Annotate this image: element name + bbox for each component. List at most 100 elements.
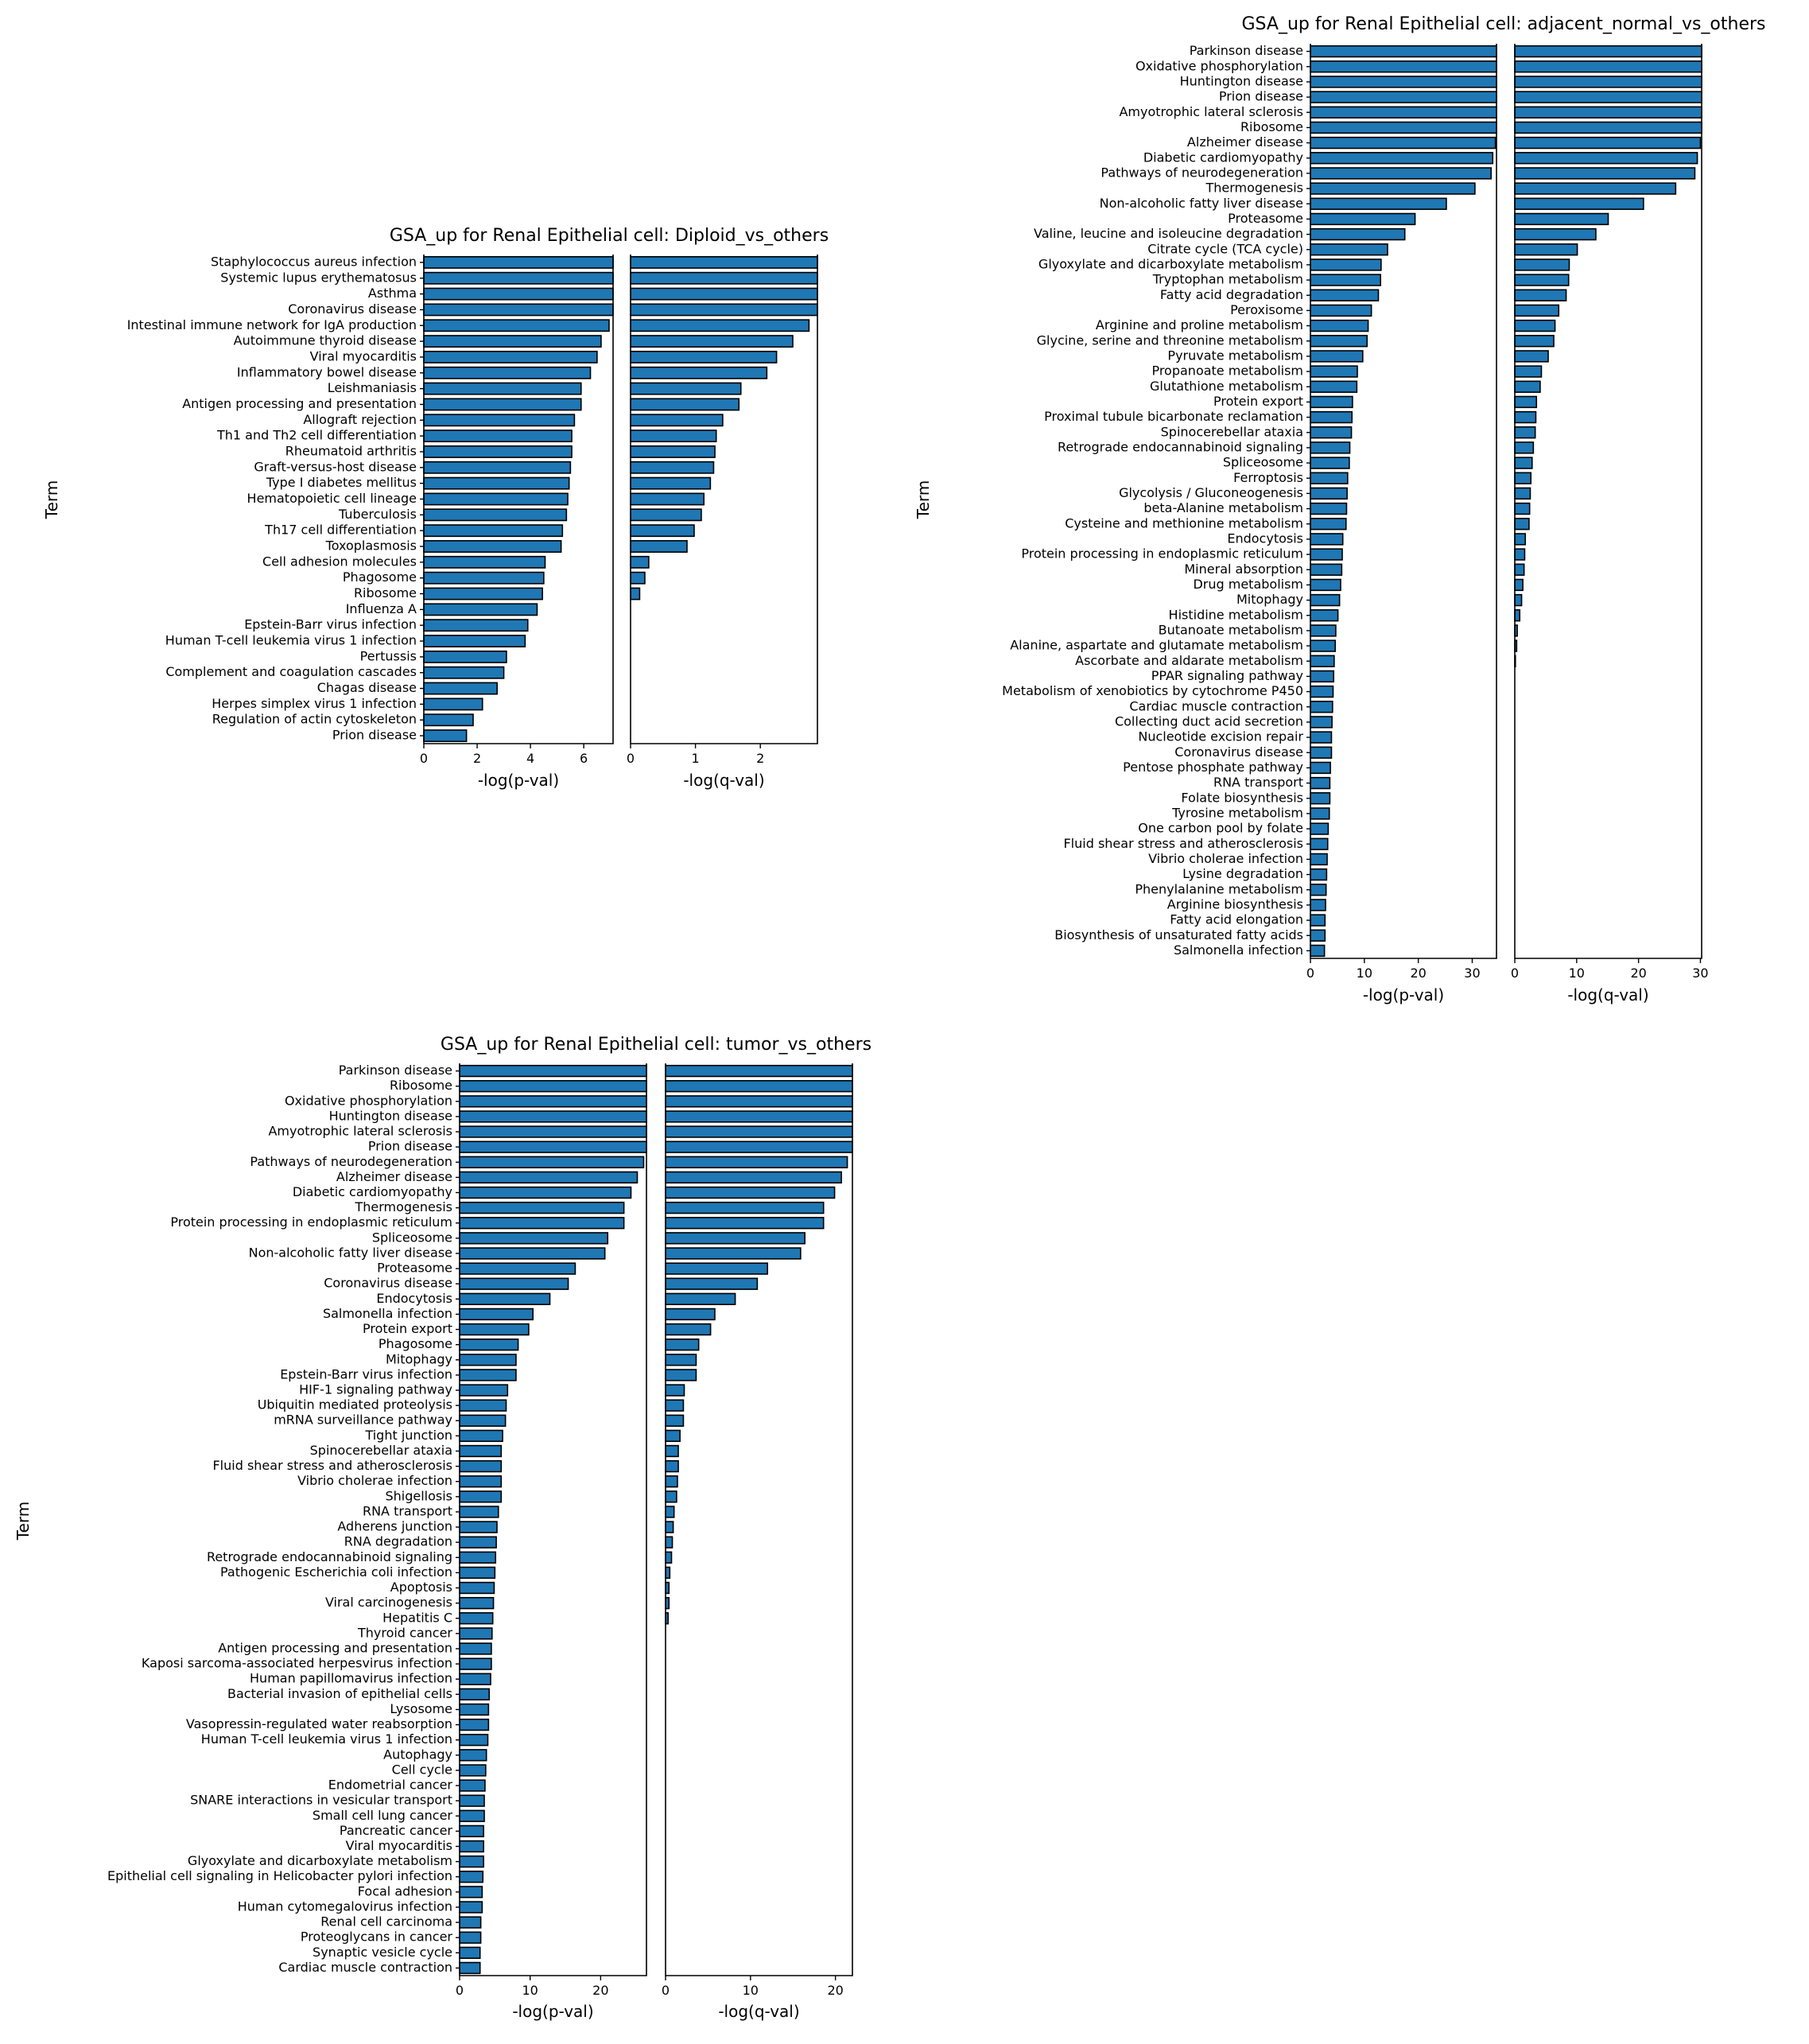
bar: [1514, 167, 1696, 180]
x-tick-label: 2: [473, 751, 481, 766]
bar: [1310, 335, 1368, 348]
category-label: Prion disease: [368, 1139, 452, 1154]
category-label: Antigen processing and presentation: [218, 1640, 452, 1655]
category-label: Renal cell carcinoma: [320, 1914, 452, 1929]
bar: [1310, 152, 1494, 165]
bar: [630, 445, 716, 458]
bar: [630, 303, 818, 317]
x-axis-label: -log(p-val): [512, 2002, 593, 2021]
category-label: Complement and coagulation cascades: [165, 664, 417, 679]
bar: [630, 366, 768, 379]
bar: [459, 1794, 485, 1807]
bar: [1514, 304, 1560, 317]
axes-frame: [423, 255, 614, 744]
bar: [1514, 289, 1567, 301]
bar: [423, 319, 610, 332]
category-label: Proteasome: [1228, 211, 1303, 226]
category-label: Rheumatoid arthritis: [285, 443, 417, 458]
category-label: mRNA surveillance pathway: [274, 1413, 452, 1428]
category-label: Viral myocarditis: [310, 348, 417, 363]
panel-qval: 0 1 2 -log(q-val): [627, 255, 818, 790]
category-label: Epstein-Barr virus infection: [280, 1366, 452, 1381]
bar: [1310, 365, 1358, 378]
bar: [1310, 243, 1388, 256]
category-label: Th17 cell differentiation: [264, 523, 417, 538]
bar: [665, 1506, 675, 1518]
bar: [423, 382, 582, 395]
bar: [1310, 410, 1353, 424]
bar: [1514, 350, 1549, 363]
category-label: Spliceosome: [372, 1230, 452, 1245]
category-label: Thyroid cancer: [357, 1625, 452, 1640]
category-label: Kaposi sarcoma-associated herpesvirus in…: [142, 1656, 452, 1671]
bar: [665, 1156, 848, 1168]
category-label: PPAR signaling pathway: [1151, 668, 1303, 683]
bar: [665, 1490, 677, 1503]
bar: [665, 1399, 685, 1412]
bar: [1310, 899, 1326, 911]
category-label: Human papillomavirus infection: [250, 1671, 452, 1686]
bar: [1514, 274, 1570, 286]
bar: [1514, 76, 1702, 88]
category-label: Retrograde endocannabinoid signaling: [207, 1549, 452, 1564]
bar: [665, 1171, 842, 1184]
bar: [1514, 487, 1531, 500]
bar: [1310, 319, 1369, 332]
category-label: Ferroptosis: [1233, 470, 1303, 485]
category-label: Spliceosome: [1223, 455, 1303, 470]
bar: [1514, 335, 1555, 348]
bar: [665, 1536, 674, 1549]
chart-3: GSA_up for Renal Epithelial cell: tumor_…: [14, 1035, 872, 2021]
bar: [459, 1490, 503, 1503]
category-label: Ubiquitin mediated proteolysis: [258, 1397, 452, 1413]
bar: [630, 255, 818, 269]
category-label: Inflammatory bowel disease: [237, 364, 417, 379]
bar: [1310, 639, 1337, 652]
bar: [665, 1566, 671, 1580]
bar: [423, 729, 468, 743]
bar: [1514, 518, 1530, 530]
bar: [665, 1475, 678, 1488]
bar: [1514, 197, 1644, 210]
bar: [665, 1262, 768, 1275]
bar: [1310, 685, 1334, 698]
bar: [423, 429, 573, 443]
category-label: Human cytomegalovirus infection: [238, 1898, 452, 1914]
category-label: Spinocerebellar ataxia: [310, 1443, 452, 1458]
y-axis-label: Term: [42, 480, 61, 519]
bar: [423, 398, 582, 411]
category-label: Alzheimer disease: [1187, 134, 1303, 150]
category-label: Ascorbate and aldarate metabolism: [1075, 653, 1303, 668]
bar: [1310, 76, 1497, 88]
category-label: Autophagy: [383, 1747, 452, 1762]
category-label: Protein export: [1213, 394, 1303, 409]
category-label: Allograft rejection: [303, 412, 417, 427]
bar: [665, 1201, 825, 1214]
bar: [665, 1095, 853, 1108]
bar: [459, 1688, 491, 1701]
chart-2: GSA_up for Renal Epithelial cell: adjace…: [914, 14, 1766, 1005]
bar: [459, 1444, 503, 1458]
bar: [1514, 212, 1609, 226]
category-label: Pathways of neurodegeneration: [1101, 165, 1303, 180]
bar: [1514, 182, 1677, 195]
bar: [459, 1703, 490, 1716]
bar: [459, 1840, 484, 1853]
bar: [1310, 593, 1341, 607]
category-label: Huntington disease: [329, 1108, 452, 1123]
bar: [459, 1551, 497, 1564]
bar: [459, 1369, 517, 1381]
category-label: Proteoglycans in cancer: [301, 1929, 453, 1945]
bar: [423, 698, 483, 711]
category-label: Folate biosynthesis: [1181, 790, 1303, 805]
bar: [630, 587, 641, 600]
x-tick-label: 10: [522, 1983, 538, 1998]
category-label: Asthma: [368, 286, 417, 301]
bar: [1310, 670, 1334, 683]
bar: [423, 713, 474, 727]
category-label: Vasopressin-regulated water reabsorption: [186, 1716, 452, 1731]
category-label: Systemic lupus erythematosus: [220, 270, 417, 285]
bar: [1310, 227, 1406, 241]
category-label: Cell adhesion molecules: [262, 554, 417, 569]
bar: [423, 540, 562, 553]
